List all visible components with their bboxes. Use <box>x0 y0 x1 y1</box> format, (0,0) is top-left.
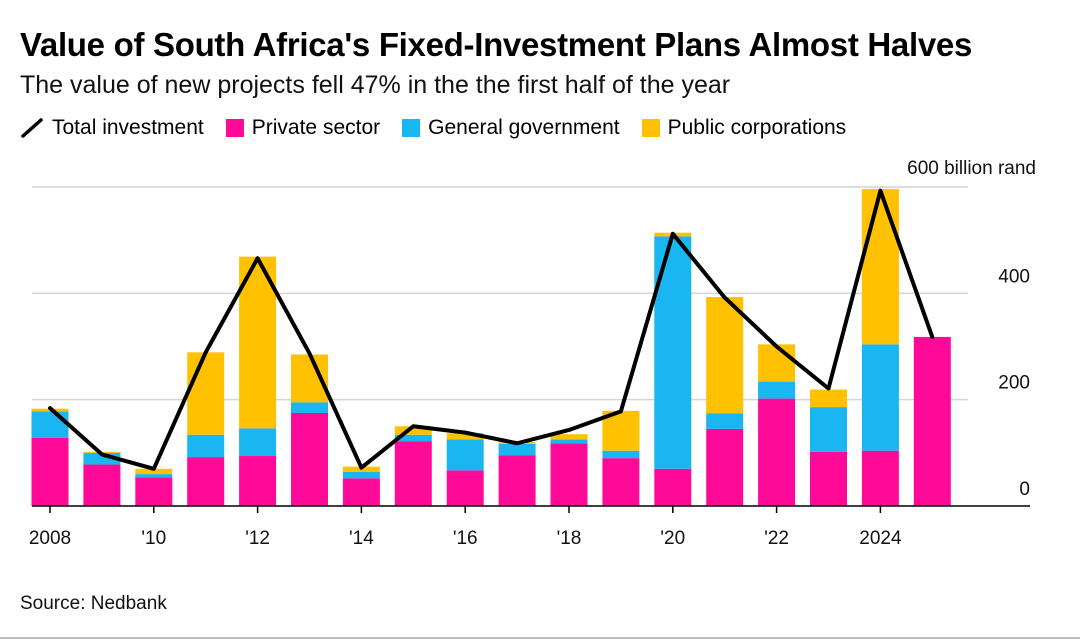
y-tick-label: 200 <box>998 373 1030 394</box>
bar-segment <box>135 474 173 478</box>
bar-segment <box>394 434 432 442</box>
legend-label: Public corporations <box>667 116 847 139</box>
x-tick-label: '16 <box>453 528 478 549</box>
legend-item-general-government: General government <box>402 116 620 140</box>
bar-segment <box>550 439 588 444</box>
bar-segment <box>654 468 692 506</box>
legend-item-total-investment: Total investment <box>20 116 204 140</box>
color-swatch-icon <box>641 119 660 137</box>
chart-legend: Total investment Private sector General … <box>20 114 868 142</box>
bar-segment <box>758 344 796 382</box>
bar-segment <box>239 256 277 429</box>
y-tick-label: 0 <box>1019 479 1030 500</box>
bar-segment <box>446 433 484 440</box>
bar-segment <box>550 443 588 506</box>
bar-segment <box>810 407 847 452</box>
x-tick-label: '20 <box>660 528 685 549</box>
bar-segment <box>706 428 744 506</box>
bar-segment <box>446 439 484 471</box>
bar-segment <box>861 344 899 451</box>
bar-segment <box>758 398 796 506</box>
bar-segment <box>187 352 225 435</box>
bar-segment <box>810 389 847 408</box>
bar-segment <box>83 464 121 506</box>
x-tick-label: 2008 <box>29 528 71 549</box>
legend-item-private-sector: Private sector <box>225 116 381 140</box>
x-tick-label: '12 <box>245 528 270 549</box>
bar-segment <box>602 450 640 459</box>
bar-segment <box>394 441 432 506</box>
color-swatch-icon <box>402 119 421 137</box>
legend-label: Private sector <box>251 116 381 139</box>
bar-segment <box>550 434 588 440</box>
bar-segment <box>342 471 380 479</box>
bar-segment <box>342 478 380 506</box>
x-tick-label: 2024 <box>859 528 902 549</box>
bar-segment <box>291 402 328 413</box>
y-tick-label: 400 <box>998 266 1030 287</box>
bar-segment <box>498 455 536 506</box>
legend-label: Total investment <box>52 116 204 139</box>
color-swatch-icon <box>225 119 244 137</box>
legend-item-public-corporations: Public corporations <box>641 116 847 140</box>
bar-segment <box>239 456 277 506</box>
x-tick-label: '10 <box>141 528 166 549</box>
y-tick-label: 600 billion rand <box>907 158 1036 179</box>
x-tick-label: '14 <box>349 528 374 549</box>
bar-segment <box>239 428 277 457</box>
bar-segment <box>135 468 173 475</box>
bar-segment <box>394 426 432 435</box>
bar-segment <box>446 470 484 506</box>
bar-segment <box>135 477 173 506</box>
bar-segment <box>758 381 796 399</box>
bar-segment <box>810 451 847 506</box>
x-tick-label: '18 <box>557 528 582 549</box>
bar-segment <box>187 434 225 458</box>
chart-subtitle: The value of new projects fell 47% in th… <box>20 71 731 99</box>
source-note: Source: Nedbank <box>20 593 167 614</box>
bar-segment <box>861 450 899 506</box>
bar-segment <box>706 413 744 429</box>
bar-segment <box>498 443 536 456</box>
total-investment-line <box>48 188 935 471</box>
bar-segment <box>913 336 951 506</box>
legend-label: General government <box>428 116 620 139</box>
bar-segment <box>187 457 225 506</box>
x-tick-label: '22 <box>764 528 789 549</box>
bar-segment <box>861 189 899 345</box>
chart-title: Value of South Africa's Fixed-Investment… <box>20 26 973 63</box>
bar-segment <box>31 411 69 438</box>
bar-segment <box>31 437 69 506</box>
bar-segment <box>291 412 328 506</box>
bar-segment <box>602 458 640 506</box>
bottom-divider <box>0 637 1080 639</box>
line-swatch-icon <box>21 118 43 138</box>
bar-segment <box>83 452 121 465</box>
bar-segment <box>706 297 744 414</box>
